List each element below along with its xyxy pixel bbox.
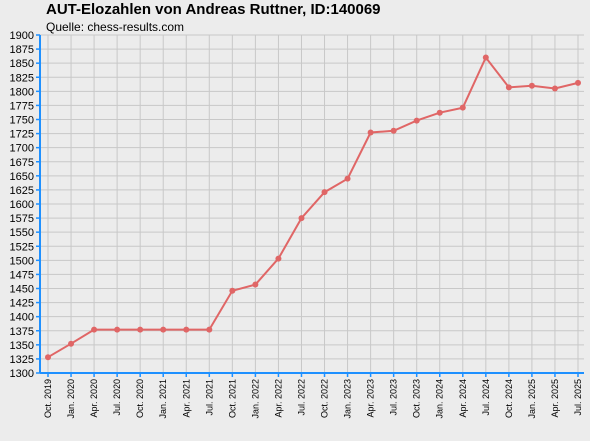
y-tick-label: 1525	[10, 241, 34, 253]
data-point	[482, 54, 489, 61]
x-tick-label: Oct. 2019	[43, 379, 53, 418]
y-tick-label: 1725	[10, 129, 34, 141]
x-tick-label: Oct. 2021	[227, 379, 237, 418]
x-tick-label: Apr. 2023	[366, 379, 376, 418]
x-tick-label: Oct. 2024	[504, 379, 514, 418]
x-tick-label: Jul. 2025	[573, 379, 583, 416]
y-tick-label: 1825	[10, 72, 34, 84]
y-tick-label: 1300	[10, 368, 34, 380]
chart-title: AUT-Elozahlen von Andreas Ruttner, ID:14…	[46, 1, 381, 18]
y-tick-label: 1450	[10, 284, 34, 296]
x-tick-label: Jul. 2022	[296, 379, 306, 416]
y-tick-label: 1325	[10, 354, 34, 366]
y-tick-label: 1550	[10, 227, 34, 239]
x-tick-label: Jan. 2021	[158, 379, 168, 419]
data-point	[459, 104, 466, 111]
data-point	[575, 79, 581, 86]
y-tick-label: 1375	[10, 326, 34, 338]
y-tick-label: 1850	[10, 58, 34, 70]
y-tick-label: 1650	[10, 171, 34, 183]
y-tick-label: 1675	[10, 157, 34, 169]
data-point	[505, 84, 512, 91]
data-point	[91, 326, 98, 333]
x-tick-label: Oct. 2020	[135, 379, 145, 418]
x-tick-label: Jul. 2023	[389, 379, 399, 416]
y-tick-label: 1475	[10, 269, 34, 281]
y-tick-label: 1625	[10, 185, 34, 197]
y-axis-ticks: 1300 1325 1350 1375 1400 1425 1450 1475 1500 1525…	[10, 30, 40, 380]
x-tick-label: Jan. 2020	[66, 379, 76, 419]
y-tick-label: 1700	[10, 143, 34, 155]
x-tick-label: Apr. 2021	[181, 379, 191, 418]
x-tick-label: Apr. 2025	[550, 379, 560, 418]
data-point	[252, 281, 259, 288]
series-layer	[45, 54, 581, 361]
x-tick-label: Oct. 2022	[320, 379, 330, 418]
data-point	[551, 85, 558, 92]
y-tick-label: 1350	[10, 340, 34, 352]
data-point	[321, 189, 328, 196]
x-tick-label: Apr. 2022	[273, 379, 283, 418]
data-point	[206, 326, 213, 333]
x-tick-label: Apr. 2024	[458, 379, 468, 418]
data-point	[390, 127, 397, 134]
data-point	[275, 255, 282, 262]
y-tick-label: 1875	[10, 44, 34, 56]
data-point	[344, 175, 351, 182]
y-tick-label: 1800	[10, 86, 34, 98]
x-tick-label: Jan. 2022	[250, 379, 260, 419]
grid-lines	[40, 34, 584, 373]
y-tick-label: 1500	[10, 255, 34, 267]
x-tick-label: Jul. 2024	[481, 379, 491, 416]
x-tick-label: Apr. 2020	[89, 379, 99, 418]
data-point	[413, 117, 420, 124]
x-tick-label: Jul. 2021	[204, 379, 214, 416]
y-tick-label: 1575	[10, 213, 34, 225]
data-point	[183, 326, 190, 333]
series-line	[47, 55, 579, 359]
data-point	[528, 82, 535, 89]
x-tick-label: Jul. 2020	[112, 379, 122, 416]
x-tick-label: Jan. 2024	[435, 379, 445, 419]
chart-subtitle: Quelle: chess-results.com	[46, 20, 185, 34]
y-tick-label: 1750	[10, 115, 34, 127]
data-point	[229, 287, 236, 294]
data-point	[114, 326, 121, 333]
x-tick-label: Jan. 2025	[527, 379, 537, 419]
y-tick-label: 1400	[10, 312, 34, 324]
data-point	[45, 354, 51, 361]
y-tick-label: 1775	[10, 100, 34, 112]
data-point	[160, 326, 167, 333]
data-point	[367, 129, 374, 136]
data-point	[68, 340, 75, 347]
x-tick-label: Jan. 2023	[343, 379, 353, 419]
x-tick-label: Oct. 2023	[412, 379, 422, 418]
y-tick-label: 1600	[10, 199, 34, 211]
x-axis-ticks: Oct. 2019 Jan. 2020 Apr. 2020 Jul. 2020 Oct.…	[43, 373, 583, 419]
data-point	[436, 109, 443, 116]
y-tick-label: 1900	[10, 30, 34, 42]
data-point	[137, 326, 144, 333]
data-point	[298, 215, 305, 222]
y-tick-label: 1425	[10, 298, 34, 310]
